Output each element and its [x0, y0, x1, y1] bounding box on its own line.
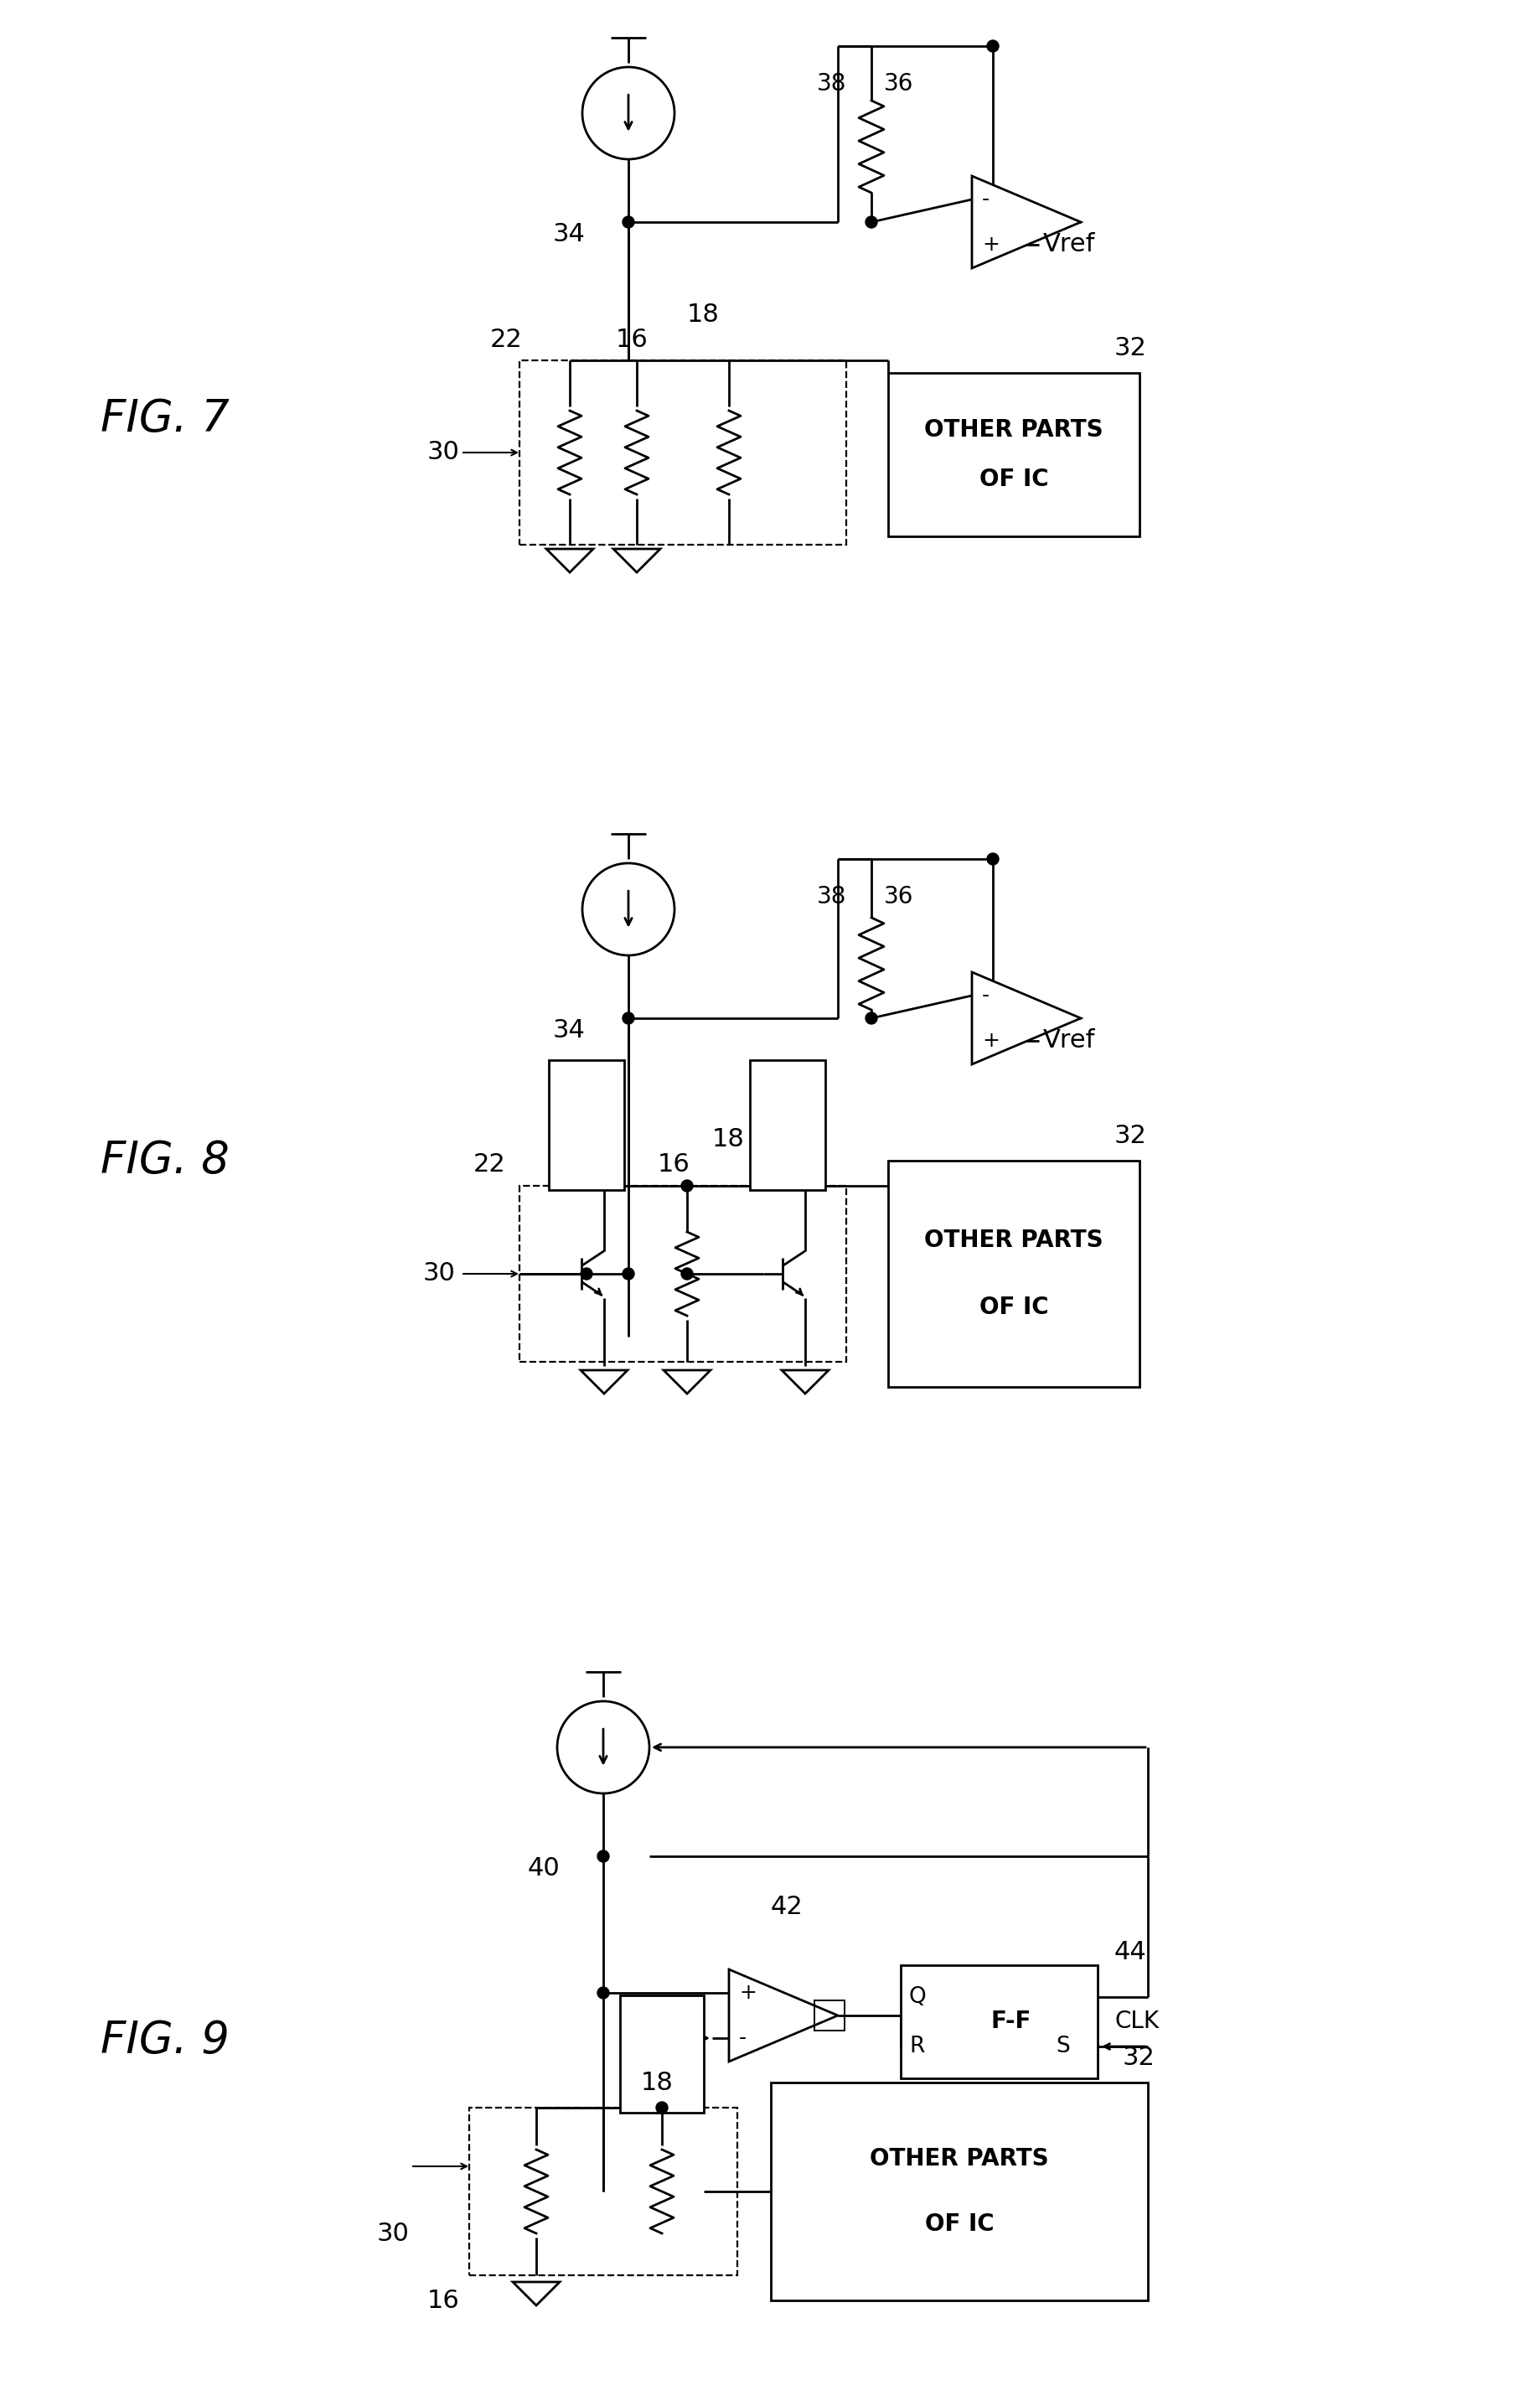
Text: 32: 32 — [1115, 334, 1147, 361]
Text: 16: 16 — [427, 2288, 460, 2312]
Bar — [889, 373, 1140, 537]
Circle shape — [581, 1268, 593, 1280]
Text: OF IC: OF IC — [979, 467, 1049, 491]
Bar — [901, 1966, 1098, 2079]
Circle shape — [598, 1850, 610, 1862]
Text: Vref: Vref — [1043, 233, 1095, 257]
Text: FIG. 8: FIG. 8 — [100, 1138, 229, 1181]
Text: 44: 44 — [1115, 1942, 1147, 1966]
Polygon shape — [972, 176, 1081, 267]
Text: 16: 16 — [616, 327, 648, 351]
Text: OTHER PARTS: OTHER PARTS — [870, 2146, 1049, 2170]
Bar — [621, 1995, 704, 2112]
Circle shape — [865, 217, 878, 229]
Text: OTHER PARTS: OTHER PARTS — [924, 419, 1103, 443]
Text: +: + — [983, 236, 999, 255]
Circle shape — [987, 854, 999, 864]
Text: 22: 22 — [490, 327, 522, 351]
Text: 38: 38 — [816, 72, 847, 96]
Polygon shape — [581, 1369, 628, 1393]
Bar — [889, 1160, 1140, 1386]
Bar — [470, 2108, 738, 2276]
Polygon shape — [728, 1971, 838, 2062]
Bar — [519, 1186, 847, 1362]
Text: 30: 30 — [427, 440, 460, 464]
Text: 18: 18 — [687, 303, 719, 327]
Text: Vref: Vref — [628, 2026, 676, 2050]
Text: 16: 16 — [658, 1152, 690, 1177]
Polygon shape — [664, 1369, 710, 1393]
Text: +: + — [983, 1030, 999, 1051]
Text: 36: 36 — [884, 885, 913, 909]
Circle shape — [622, 1268, 634, 1280]
Text: -: - — [983, 986, 990, 1006]
Text: 18: 18 — [641, 2072, 673, 2096]
Text: -: - — [983, 190, 990, 209]
Text: 42: 42 — [772, 1894, 804, 1918]
Polygon shape — [513, 2281, 559, 2305]
Text: CLK: CLK — [1115, 2009, 1160, 2033]
Text: R: R — [909, 2035, 924, 2057]
Circle shape — [865, 1013, 878, 1025]
Polygon shape — [972, 972, 1081, 1063]
Circle shape — [622, 1013, 634, 1025]
Text: 18: 18 — [711, 1128, 745, 1152]
Text: OTHER PARTS: OTHER PARTS — [924, 1227, 1103, 1251]
Polygon shape — [782, 1369, 829, 1393]
Bar — [772, 2084, 1147, 2300]
Text: 32: 32 — [1115, 1124, 1147, 1148]
Text: 30: 30 — [424, 1261, 456, 1285]
Polygon shape — [613, 549, 661, 573]
Text: F-F: F-F — [992, 2009, 1032, 2033]
Bar — [548, 1061, 624, 1191]
Text: 30: 30 — [377, 2221, 410, 2245]
Bar — [750, 1061, 825, 1191]
Circle shape — [987, 41, 999, 53]
Bar — [519, 361, 847, 544]
Text: Q: Q — [909, 1985, 927, 2009]
Circle shape — [622, 217, 634, 229]
Text: 36: 36 — [884, 72, 913, 96]
Bar — [815, 1999, 844, 2031]
Circle shape — [681, 1179, 693, 1191]
Circle shape — [598, 1987, 610, 1999]
Text: FIG. 9: FIG. 9 — [100, 2019, 229, 2062]
Text: S: S — [1056, 2035, 1070, 2057]
Text: 34: 34 — [553, 1018, 585, 1042]
Text: OF IC: OF IC — [979, 1297, 1049, 1318]
Text: 38: 38 — [816, 885, 847, 909]
Text: Vref: Vref — [1043, 1030, 1095, 1054]
Text: -: - — [739, 2028, 747, 2048]
Text: 22: 22 — [473, 1152, 505, 1177]
Text: 40: 40 — [528, 1857, 561, 1881]
Text: OF IC: OF IC — [924, 2214, 993, 2235]
Text: 32: 32 — [1123, 2045, 1155, 2069]
Text: FIG. 7: FIG. 7 — [100, 397, 229, 440]
Polygon shape — [547, 549, 593, 573]
Circle shape — [681, 1268, 693, 1280]
Text: +: + — [739, 1983, 756, 2002]
Circle shape — [656, 2103, 668, 2112]
Text: 34: 34 — [553, 221, 585, 248]
